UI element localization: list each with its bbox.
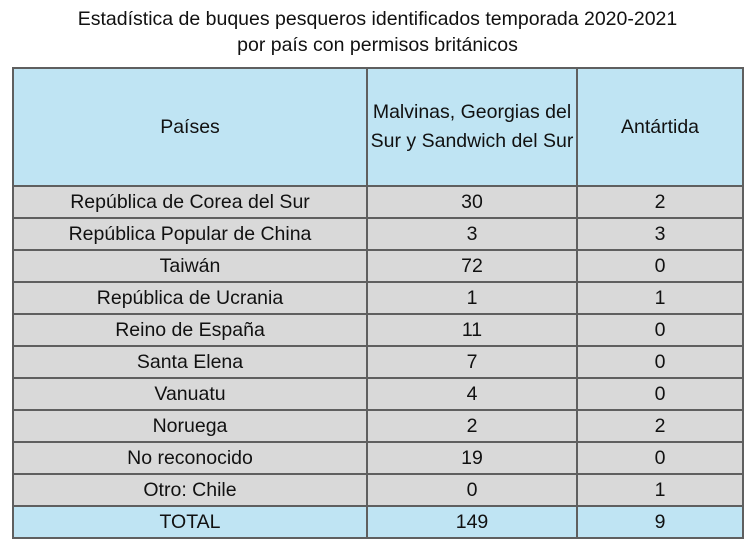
malvinas-value-cell: 30 <box>366 185 578 219</box>
header-malvinas: Malvinas, Georgias del Sur y Sandwich de… <box>366 67 578 187</box>
title-line-1: Estadística de buques pesqueros identifi… <box>77 8 678 30</box>
table-row: Taiwán 72 0 <box>12 249 744 283</box>
title-line-2: por país con permisos británicos <box>237 34 518 56</box>
table-row: República de Ucrania 1 1 <box>12 281 744 315</box>
table-row: Reino de España 11 0 <box>12 313 744 347</box>
table-row: República de Corea del Sur 30 2 <box>12 185 744 219</box>
table-row: Otro: Chile 0 1 <box>12 473 744 507</box>
country-cell: Taiwán <box>12 249 368 283</box>
country-cell: Reino de España <box>12 313 368 347</box>
country-cell: Noruega <box>12 409 368 443</box>
total-label: TOTAL <box>12 505 368 539</box>
malvinas-value-cell: 4 <box>366 377 578 411</box>
table-footer: TOTAL 149 9 <box>12 505 744 539</box>
malvinas-value-cell: 11 <box>366 313 578 347</box>
antartida-value-cell: 0 <box>576 345 744 379</box>
malvinas-value-cell: 72 <box>366 249 578 283</box>
antartida-value-cell: 0 <box>576 249 744 283</box>
table-row: No reconocido 19 0 <box>12 441 744 475</box>
header-antartida: Antártida <box>576 67 744 187</box>
country-cell: República Popular de China <box>12 217 368 251</box>
country-cell: República de Ucrania <box>12 281 368 315</box>
table-header: Países Malvinas, Georgias del Sur y Sand… <box>12 67 744 187</box>
country-cell: República de Corea del Sur <box>12 185 368 219</box>
total-antartida: 9 <box>576 505 744 539</box>
fishing-vessels-table: Países Malvinas, Georgias del Sur y Sand… <box>12 67 744 539</box>
malvinas-value-cell: 2 <box>366 409 578 443</box>
country-cell: Otro: Chile <box>12 473 368 507</box>
header-countries: Países <box>12 67 368 187</box>
table-row: Santa Elena 7 0 <box>12 345 744 379</box>
country-cell: Santa Elena <box>12 345 368 379</box>
malvinas-value-cell: 19 <box>366 441 578 475</box>
malvinas-value-cell: 3 <box>366 217 578 251</box>
antartida-value-cell: 3 <box>576 217 744 251</box>
header-row: Países Malvinas, Georgias del Sur y Sand… <box>12 67 744 187</box>
antartida-value-cell: 2 <box>576 409 744 443</box>
table-row: Vanuatu 4 0 <box>12 377 744 411</box>
antartida-value-cell: 0 <box>576 377 744 411</box>
malvinas-value-cell: 1 <box>366 281 578 315</box>
country-cell: Vanuatu <box>12 377 368 411</box>
malvinas-value-cell: 7 <box>366 345 578 379</box>
antartida-value-cell: 0 <box>576 313 744 347</box>
antartida-value-cell: 2 <box>576 185 744 219</box>
antartida-value-cell: 1 <box>576 473 744 507</box>
table-row: Noruega 2 2 <box>12 409 744 443</box>
table-row: República Popular de China 3 3 <box>12 217 744 251</box>
antartida-value-cell: 1 <box>576 281 744 315</box>
total-malvinas: 149 <box>366 505 578 539</box>
malvinas-value-cell: 0 <box>366 473 578 507</box>
table-title: Estadística de buques pesqueros identifi… <box>0 6 755 58</box>
antartida-value-cell: 0 <box>576 441 744 475</box>
country-cell: No reconocido <box>12 441 368 475</box>
table-body: República de Corea del Sur 30 2 República P… <box>12 185 744 507</box>
total-row: TOTAL 149 9 <box>12 505 744 539</box>
